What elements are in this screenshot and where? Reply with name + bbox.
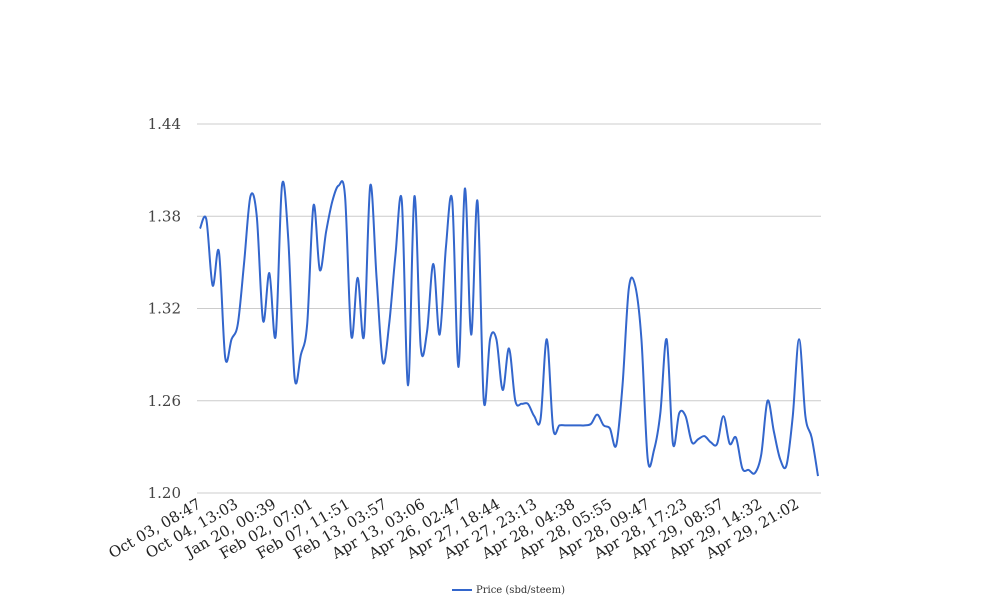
series-line (199, 180, 819, 477)
gridlines (197, 123, 821, 494)
legend[interactable]: Price (sbd/steem) (452, 585, 565, 596)
y-axis-ticks: 1.44 1.38 1.32 1.26 1.20 (148, 115, 181, 502)
y-tick-label: 1.32 (148, 300, 181, 318)
series-layer (199, 180, 819, 477)
y-tick-label: 1.26 (148, 392, 181, 410)
y-tick-label: 1.38 (148, 207, 181, 225)
y-tick-label: 1.20 (148, 484, 181, 502)
legend-label: Price (sbd/steem) (476, 585, 565, 596)
y-tick-label: 1.44 (148, 115, 181, 133)
